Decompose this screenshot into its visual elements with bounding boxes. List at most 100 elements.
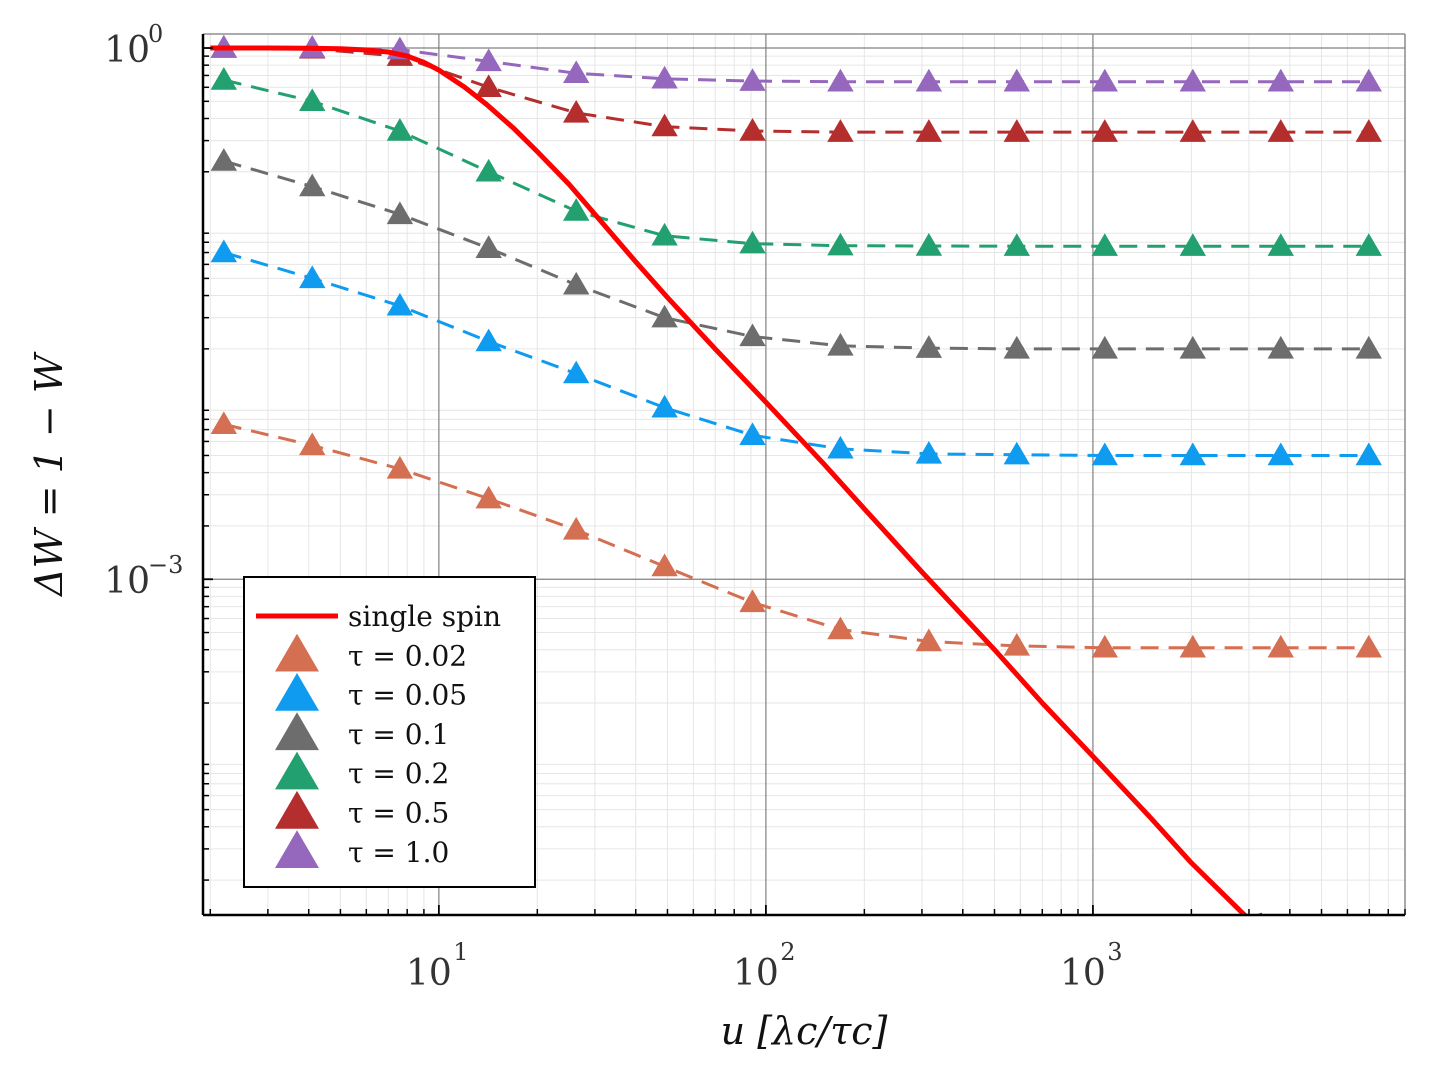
data-point-marker (1091, 442, 1118, 466)
series-line (223, 251, 1369, 457)
series-line (223, 78, 1369, 248)
data-point-marker (1003, 335, 1030, 359)
x-tick-exponent: 1 (453, 938, 468, 966)
data-point-marker (299, 432, 326, 456)
data-point-marker (299, 173, 326, 197)
series-line (223, 422, 1369, 650)
data-point-marker (475, 158, 502, 182)
data-point-marker (651, 65, 678, 89)
data-point-marker (1355, 442, 1382, 466)
data-point-marker (739, 230, 766, 254)
data-point-marker (1003, 441, 1030, 465)
data-point-marker (563, 60, 590, 84)
data-point-marker (651, 394, 678, 418)
data-point-marker (827, 616, 854, 640)
data-point-marker (1179, 68, 1206, 92)
data-point-marker (386, 455, 414, 479)
x-axis-label: u [λc/τc] (721, 1009, 888, 1053)
legend-label: τ = 1.0 (348, 836, 449, 869)
data-point-marker (1003, 68, 1030, 92)
data-point-marker (651, 113, 678, 137)
data-point-marker (475, 328, 502, 352)
data-point-marker (739, 323, 766, 347)
data-point-marker (827, 119, 854, 142)
data-point-marker (1179, 233, 1206, 256)
data-point-marker (1091, 233, 1118, 256)
data-point-marker (915, 628, 943, 652)
data-point-marker (915, 335, 943, 358)
y-tick-exponent: −3 (148, 551, 183, 579)
data-point-marker (739, 422, 766, 446)
data-point-marker (1355, 335, 1382, 359)
data-point-marker (475, 48, 502, 72)
y-axis-label: ΔW = 1 − W (27, 351, 71, 598)
legend-swatch-marker (275, 751, 319, 790)
data-point-marker (1267, 442, 1294, 466)
series-line (223, 159, 1369, 351)
data-point-marker (915, 440, 943, 464)
data-point-marker (739, 589, 766, 613)
data-point-marker (563, 271, 590, 295)
legend-label: τ = 0.5 (348, 797, 449, 830)
legend-swatch-marker (275, 673, 319, 711)
data-point-marker (1091, 119, 1118, 142)
data-point-marker (386, 292, 414, 316)
data-point-marker (475, 235, 502, 258)
data-point-marker (1355, 68, 1382, 92)
legend-label: τ = 0.1 (348, 718, 449, 751)
y-tick-label: 10 (104, 561, 150, 602)
x-tick-label: 10 (1060, 953, 1106, 994)
data-point-marker (1179, 634, 1206, 658)
data-point-marker (563, 99, 590, 123)
data-point-marker (915, 233, 943, 256)
data-point-marker (651, 553, 678, 577)
data-point-marker (299, 265, 326, 289)
legend-label: τ = 0.05 (348, 679, 467, 712)
plot-frame (201, 33, 1406, 917)
data-point-marker (210, 411, 238, 435)
data-point-marker (1003, 632, 1030, 656)
series-line (223, 46, 1369, 84)
legend-label: τ = 0.02 (348, 639, 467, 672)
data-point-marker (386, 201, 414, 225)
data-point-marker (1267, 233, 1294, 256)
data-point-marker (827, 68, 854, 92)
data-point-marker (563, 516, 590, 540)
legend-swatch-marker (275, 830, 319, 868)
x-tick-label: 10 (406, 953, 452, 994)
data-point-marker (739, 68, 766, 91)
y-tick-label: 10 (104, 30, 150, 71)
data-point-marker (1355, 634, 1382, 658)
data-point-marker (1091, 68, 1118, 92)
data-point-marker (827, 232, 854, 256)
data-point-marker (475, 485, 502, 509)
x-tick-label: 10 (733, 953, 779, 994)
legend-swatch-marker (275, 790, 319, 829)
legend-swatch-marker (275, 633, 319, 672)
legend-swatch-marker (275, 712, 319, 751)
series-line (223, 46, 1369, 134)
data-point-marker (563, 198, 590, 221)
data-point-marker (1003, 119, 1030, 142)
data-point-marker (1091, 335, 1118, 359)
data-point-marker (1091, 634, 1118, 658)
data-point-marker (210, 67, 238, 90)
x-tick-exponent: 3 (1107, 938, 1122, 966)
legend: single spin τ = 0.02 τ = 0.05 τ = 0.1 τ = 0.… (243, 576, 536, 888)
x-tick-exponent: 2 (780, 938, 795, 966)
legend-label: τ = 0.2 (348, 757, 449, 790)
data-point-marker (1003, 233, 1030, 256)
data-point-marker (739, 118, 766, 141)
data-point-marker (210, 148, 238, 171)
data-point-marker (1355, 119, 1382, 142)
y-tick-exponent: 0 (148, 20, 163, 48)
data-point-marker (651, 304, 678, 328)
data-point-marker (827, 435, 854, 459)
data-point-marker (1179, 119, 1206, 142)
data-point-marker (1267, 634, 1294, 658)
data-point-marker (1267, 68, 1294, 92)
data-point-marker (1179, 442, 1206, 466)
